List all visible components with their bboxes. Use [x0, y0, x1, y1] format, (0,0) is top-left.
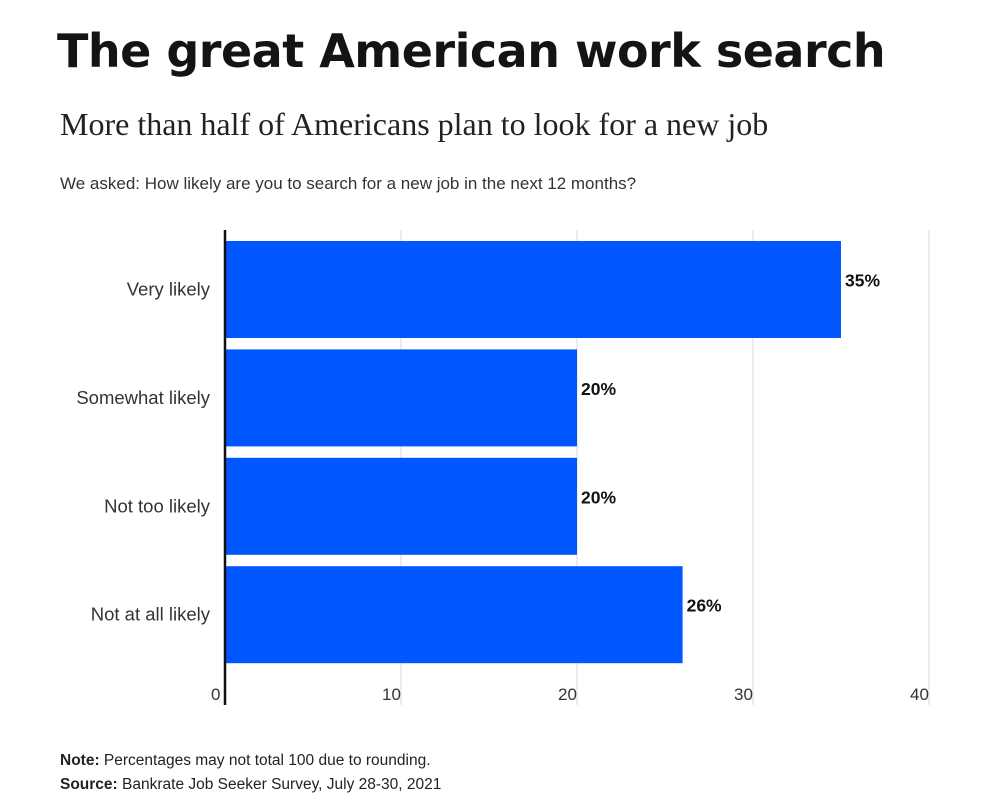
bar: [225, 241, 841, 338]
category-label: Not at all likely: [91, 604, 211, 625]
source-label: Source:: [60, 776, 118, 793]
x-tick-label: 30: [734, 685, 753, 704]
data-label: 20%: [581, 487, 616, 507]
bars: [225, 241, 841, 664]
x-tick-label: 10: [382, 685, 401, 704]
bar: [225, 349, 577, 447]
survey-question: We asked: How likely are you to search f…: [60, 174, 637, 193]
bar: [225, 457, 577, 555]
category-label: Very likely: [127, 279, 211, 300]
note-label: Note:: [60, 752, 100, 769]
data-label: 35%: [845, 271, 880, 291]
chart-footer: Note: Percentages may not total 100 due …: [60, 749, 441, 797]
page-title: The great American work search: [57, 24, 886, 78]
bar: [225, 566, 683, 664]
data-label: 20%: [581, 379, 616, 399]
note-text: Percentages may not total 100 due to rou…: [99, 752, 431, 769]
source-line: Source: Bankrate Job Seeker Survey, July…: [60, 773, 441, 797]
labels: 0 10 20 30 40 Very likely 35% Somewhat likely 20…: [76, 271, 929, 705]
x-tick-label: 20: [558, 685, 577, 704]
category-label: Not too likely: [104, 495, 211, 516]
data-label: 26%: [687, 596, 722, 616]
page-subtitle: More than half of Americans plan to look…: [60, 106, 769, 142]
bar-chart: 0 10 20 30 40 Very likely 35% Somewhat likely 20…: [76, 230, 930, 705]
x-tick-label: 40: [910, 685, 929, 704]
source-text: Bankrate Job Seeker Survey, July 28-30, …: [117, 776, 442, 793]
note-line: Note: Percentages may not total 100 due …: [60, 749, 441, 773]
x-tick-label: 0: [211, 685, 220, 704]
category-label: Somewhat likely: [76, 387, 210, 408]
